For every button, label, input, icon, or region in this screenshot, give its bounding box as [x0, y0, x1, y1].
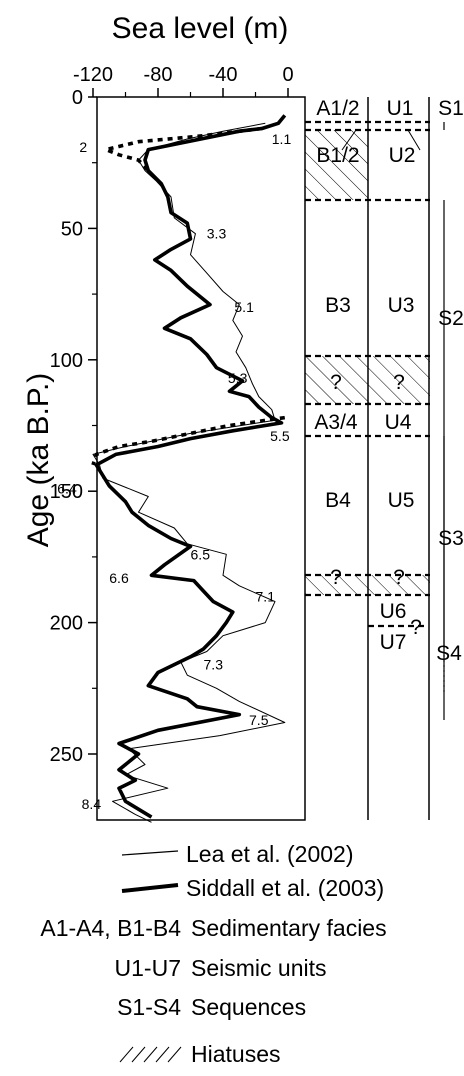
sequence-label-s4: S4	[436, 642, 462, 665]
legend-key-units: U1-U7	[115, 955, 181, 981]
mis-label: 5.1	[234, 299, 254, 315]
mis-label: 5.5	[270, 428, 290, 444]
mis-label: 8.4	[82, 796, 102, 812]
x-tick-label: -120	[73, 64, 113, 86]
leader-line	[341, 129, 357, 151]
series-gap-siddall	[91, 415, 286, 466]
legend-key-sequences: S1-S4	[117, 994, 181, 1020]
y-tick-label: 50	[61, 218, 83, 240]
series-gap-siddall	[104, 126, 263, 172]
question-mark: ?	[330, 566, 342, 589]
mis-label: 3.3	[207, 226, 227, 242]
sequence-label-s2: S2	[438, 307, 464, 330]
plot-frame	[96, 96, 306, 821]
facies-label-b4: B4	[325, 489, 351, 512]
sequence-label-s1: S1	[438, 97, 464, 120]
mis-label: 6.5	[191, 546, 211, 562]
mis-label: 7.5	[249, 712, 269, 728]
legend-hatch-swatch	[119, 1046, 182, 1063]
legend-key-facies: A1-A4, B1-B4	[40, 915, 181, 941]
y-tick-label: 100	[50, 350, 83, 372]
hiatus-hatch	[305, 130, 368, 200]
x-tick-label: 0	[282, 64, 293, 86]
legend-desc-units: Seismic units	[191, 955, 326, 981]
mis-label: 1.1	[272, 131, 292, 147]
mis-label: 7.3	[204, 657, 224, 673]
facies-label-b12: B1/2	[316, 144, 359, 167]
stratigraphy-columns: A1/2 B1/2 B3 A3/4 B4 U1 U2 U3 U4 U5 U6 U…	[314, 97, 463, 665]
chart-title: Sea level (m)	[112, 12, 289, 45]
y-axis-label: Age (ka B.P.)	[22, 373, 55, 548]
question-mark: ?	[410, 616, 422, 639]
question-mark: ?	[393, 371, 405, 394]
unit-label-u2: U2	[389, 144, 416, 167]
mis-label: 6.4	[57, 481, 77, 497]
mis-label: 7.1	[256, 588, 276, 604]
unit-label-u6: U6	[380, 600, 407, 623]
legend-item-siddall: Siddall et al. (2003)	[186, 875, 384, 901]
question-mark: ?	[330, 371, 342, 394]
mis-label-layer: 1.1 2 3.3 5.1 5.3 5.5 6.4 6.5 6.6 7.1 7.3 7.5 8.4	[57, 131, 291, 812]
legend-desc-facies: Sedimentary facies	[191, 915, 387, 941]
unit-label-u3: U3	[388, 294, 415, 317]
unit-label-u1: U1	[387, 97, 414, 120]
legend-item-lea: Lea et al. (2002)	[186, 841, 354, 867]
leader-line	[407, 129, 421, 151]
y-tick-label: 150	[50, 481, 83, 503]
series-layer	[91, 114, 287, 823]
facies-label-a34: A3/4	[314, 411, 358, 434]
x-tick-label: -40	[209, 64, 238, 86]
facies-label-b3: B3	[325, 294, 351, 317]
y-tick-label: 200	[50, 613, 83, 635]
unit-label-u4: U4	[385, 411, 412, 434]
legend-thick-line-swatch	[121, 883, 179, 893]
facies-label-a12: A1/2	[316, 97, 359, 120]
legend-desc-hiatuses: Hiatuses	[191, 1041, 280, 1067]
y-axis: 0 50 100 150 200 250	[50, 87, 97, 766]
question-mark: ?	[393, 566, 405, 589]
mis-label: 5.3	[228, 370, 248, 386]
sequence-label-s3: S3	[438, 527, 464, 550]
series-line-siddall	[94, 114, 287, 819]
y-tick-label: 250	[50, 744, 83, 766]
legend-desc-sequences: Sequences	[191, 994, 306, 1020]
y-tick-label: 0	[72, 87, 83, 109]
column-frames	[96, 96, 445, 821]
legend: Lea et al. (2002) Siddall et al. (2003) …	[40, 841, 386, 1067]
legend-thin-line-swatch	[121, 850, 179, 856]
mis-label: 2	[79, 139, 87, 155]
unit-label-u7: U7	[380, 631, 407, 654]
x-tick-label: -80	[144, 64, 173, 86]
x-axis: -120 -80 -40 0	[73, 64, 294, 97]
unit-label-u5: U5	[388, 489, 415, 512]
mis-label: 6.6	[109, 570, 129, 586]
